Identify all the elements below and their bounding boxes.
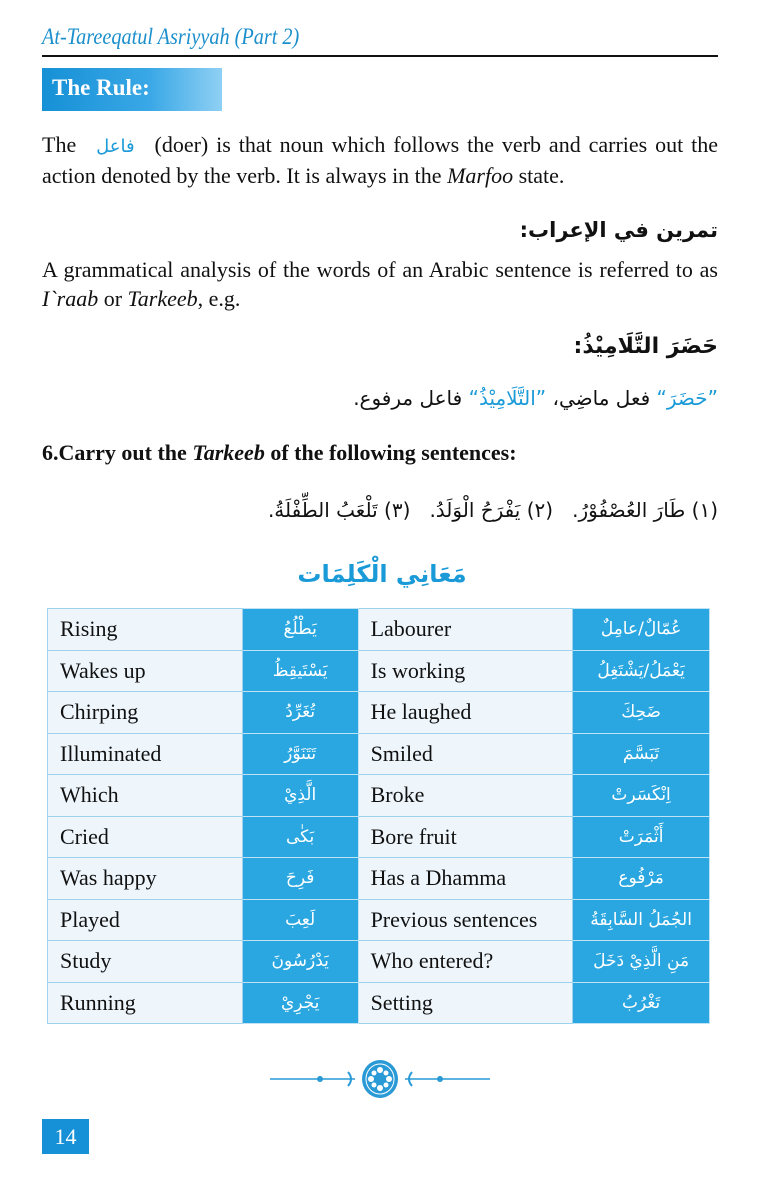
arabic-word: مَرْفُوع xyxy=(572,857,710,900)
english-meaning: Broke xyxy=(357,774,574,817)
table-row: Illuminated تَتَنَوَّرُ Smiled تَبَسَّمَ xyxy=(47,732,710,775)
vocabulary-table: Rising يَطْلُعُ Labourer عُمّالٌ/عامِلٌ Wake… xyxy=(47,608,710,1024)
rule-paragraph: The فاعل (doer) is that noun which follo… xyxy=(42,130,718,190)
table-row: Cried بَكٰى Bore fruit أَثْمَرَتْ xyxy=(47,815,710,858)
header-divider xyxy=(42,55,718,57)
arabic-word: أَثْمَرَتْ xyxy=(572,815,710,858)
arabic-word: يَسْتَيقِظُ xyxy=(241,649,359,692)
arabic-word: تَغْرُبُ xyxy=(572,981,710,1024)
english-meaning: Was happy xyxy=(47,857,243,900)
floral-divider-icon xyxy=(270,1060,490,1098)
arabic-word: عُمّالٌ/عامِلٌ xyxy=(572,608,710,651)
arabic-word: تَبَسَّمَ xyxy=(572,732,710,775)
italic-term: I`raab xyxy=(42,286,99,311)
english-meaning: Setting xyxy=(357,981,574,1024)
exercise-sentences: (١) طَارَ العُصْفُوْرُ. (٢) يَفْرَحُ الْ… xyxy=(267,498,718,522)
english-meaning: He laughed xyxy=(357,691,574,734)
english-meaning: Running xyxy=(47,981,243,1024)
page-number: 14 xyxy=(42,1119,89,1154)
table-row: Wakes up يَسْتَيقِظُ Is working يَعْمَلُ/يَ… xyxy=(47,649,710,692)
analysis-text: فاعل مرفوع. xyxy=(353,386,463,410)
english-meaning: Bore fruit xyxy=(357,815,574,858)
italic-term: Marfoo xyxy=(447,163,514,188)
table-row: Rising يَطْلُعُ Labourer عُمّالٌ/عامِلٌ xyxy=(47,608,710,651)
italic-term: Tarkeeb xyxy=(127,286,198,311)
english-meaning: Smiled xyxy=(357,732,574,775)
table-row: Was happy فَرِحَ Has a Dhamma مَرْفُوع xyxy=(47,857,710,900)
rule-text: state. xyxy=(518,163,565,188)
vocabulary-heading: مَعَانِي الْكَلِمَات xyxy=(297,560,467,588)
example-sentence: حَضَرَ التَّلَامِيْذُ: xyxy=(573,334,718,359)
table-row: Study يَدْرُسُونَ Who entered? مَنِ الَّذِي… xyxy=(47,940,710,983)
table-row: Running يَجْرِيْ Setting تَغْرُبُ xyxy=(47,981,710,1024)
exercise-text: 6.Carry out the xyxy=(42,440,187,465)
arabic-word: يَجْرِيْ xyxy=(241,981,359,1024)
arabic-word: ضَحِكَ xyxy=(572,691,710,734)
english-meaning: Is working xyxy=(357,649,574,692)
arabic-word: الَّذِيْ xyxy=(241,774,359,817)
english-meaning: Rising xyxy=(47,608,243,651)
irab-text: , e.g. xyxy=(197,286,241,311)
arabic-word: اِنْكَسَرتْ xyxy=(572,774,710,817)
rule-text: (doer) is that noun which follows the ve… xyxy=(42,132,719,188)
arabic-word: الجُمَلُ السَّابِقَةُ xyxy=(572,898,710,941)
english-meaning: Who entered? xyxy=(357,940,574,983)
english-meaning: Illuminated xyxy=(47,732,243,775)
english-meaning: Study xyxy=(47,940,243,983)
rule-heading: The Rule: xyxy=(52,75,150,100)
arabic-word: مَنِ الَّذِيْ دَخَلَ xyxy=(572,940,710,983)
table-row: Which الَّذِيْ Broke اِنْكَسَرتْ xyxy=(47,774,710,817)
english-meaning: Which xyxy=(47,774,243,817)
arabic-word: يَعْمَلُ/يَشْتَغِلُ xyxy=(572,649,710,692)
irab-text: or xyxy=(103,286,123,311)
rule-text: The xyxy=(42,132,77,157)
english-meaning: Labourer xyxy=(357,608,574,651)
arabic-word: يَدْرُسُونَ xyxy=(241,940,359,983)
exercise-text: of the following sentences: xyxy=(270,440,517,465)
arabic-word: فَرِحَ xyxy=(241,857,359,900)
english-meaning: Wakes up xyxy=(47,649,243,692)
arabic-word: بَكٰى xyxy=(241,815,359,858)
arabic-word: يَطْلُعُ xyxy=(241,608,359,651)
running-title: At-Tareeqatul Asriyyah (Part 2) xyxy=(42,24,300,49)
arabic-word: تُغَرِّدُ xyxy=(241,691,359,734)
table-row: Played لَعِبَ Previous sentences الجُمَلُ ا… xyxy=(47,898,710,941)
arabic-word: تَتَنَوَّرُ xyxy=(241,732,359,775)
table-row: Chirping تُغَرِّدُ He laughed ضَحِكَ xyxy=(47,691,710,734)
example-analysis: ”حَضَرَ“ فعل ماضِي، ”التَّلَامِيْذُ“ فاع… xyxy=(353,386,718,410)
exercise-title: 6.Carry out the Tarkeeb of the following… xyxy=(42,440,517,466)
english-meaning: Previous sentences xyxy=(357,898,574,941)
arabic-term-fail: فاعل xyxy=(96,136,135,157)
english-meaning: Cried xyxy=(47,815,243,858)
analysis-word: ”حَضَرَ“ xyxy=(656,386,718,410)
rule-heading-box: The Rule: xyxy=(42,68,222,111)
irab-paragraph: A grammatical analysis of the words of a… xyxy=(42,255,718,313)
analysis-word: ”التَّلَامِيْذُ“ xyxy=(468,386,547,410)
analysis-text: فعل ماضِي، xyxy=(552,386,651,410)
english-meaning: Has a Dhamma xyxy=(357,857,574,900)
english-meaning: Played xyxy=(47,898,243,941)
irab-text: A grammatical analysis of the words of a… xyxy=(42,257,718,282)
english-meaning: Chirping xyxy=(47,691,243,734)
irab-heading: تمرين في الإعراب: xyxy=(519,218,718,242)
italic-term: Tarkeeb xyxy=(192,440,265,465)
arabic-word: لَعِبَ xyxy=(241,898,359,941)
